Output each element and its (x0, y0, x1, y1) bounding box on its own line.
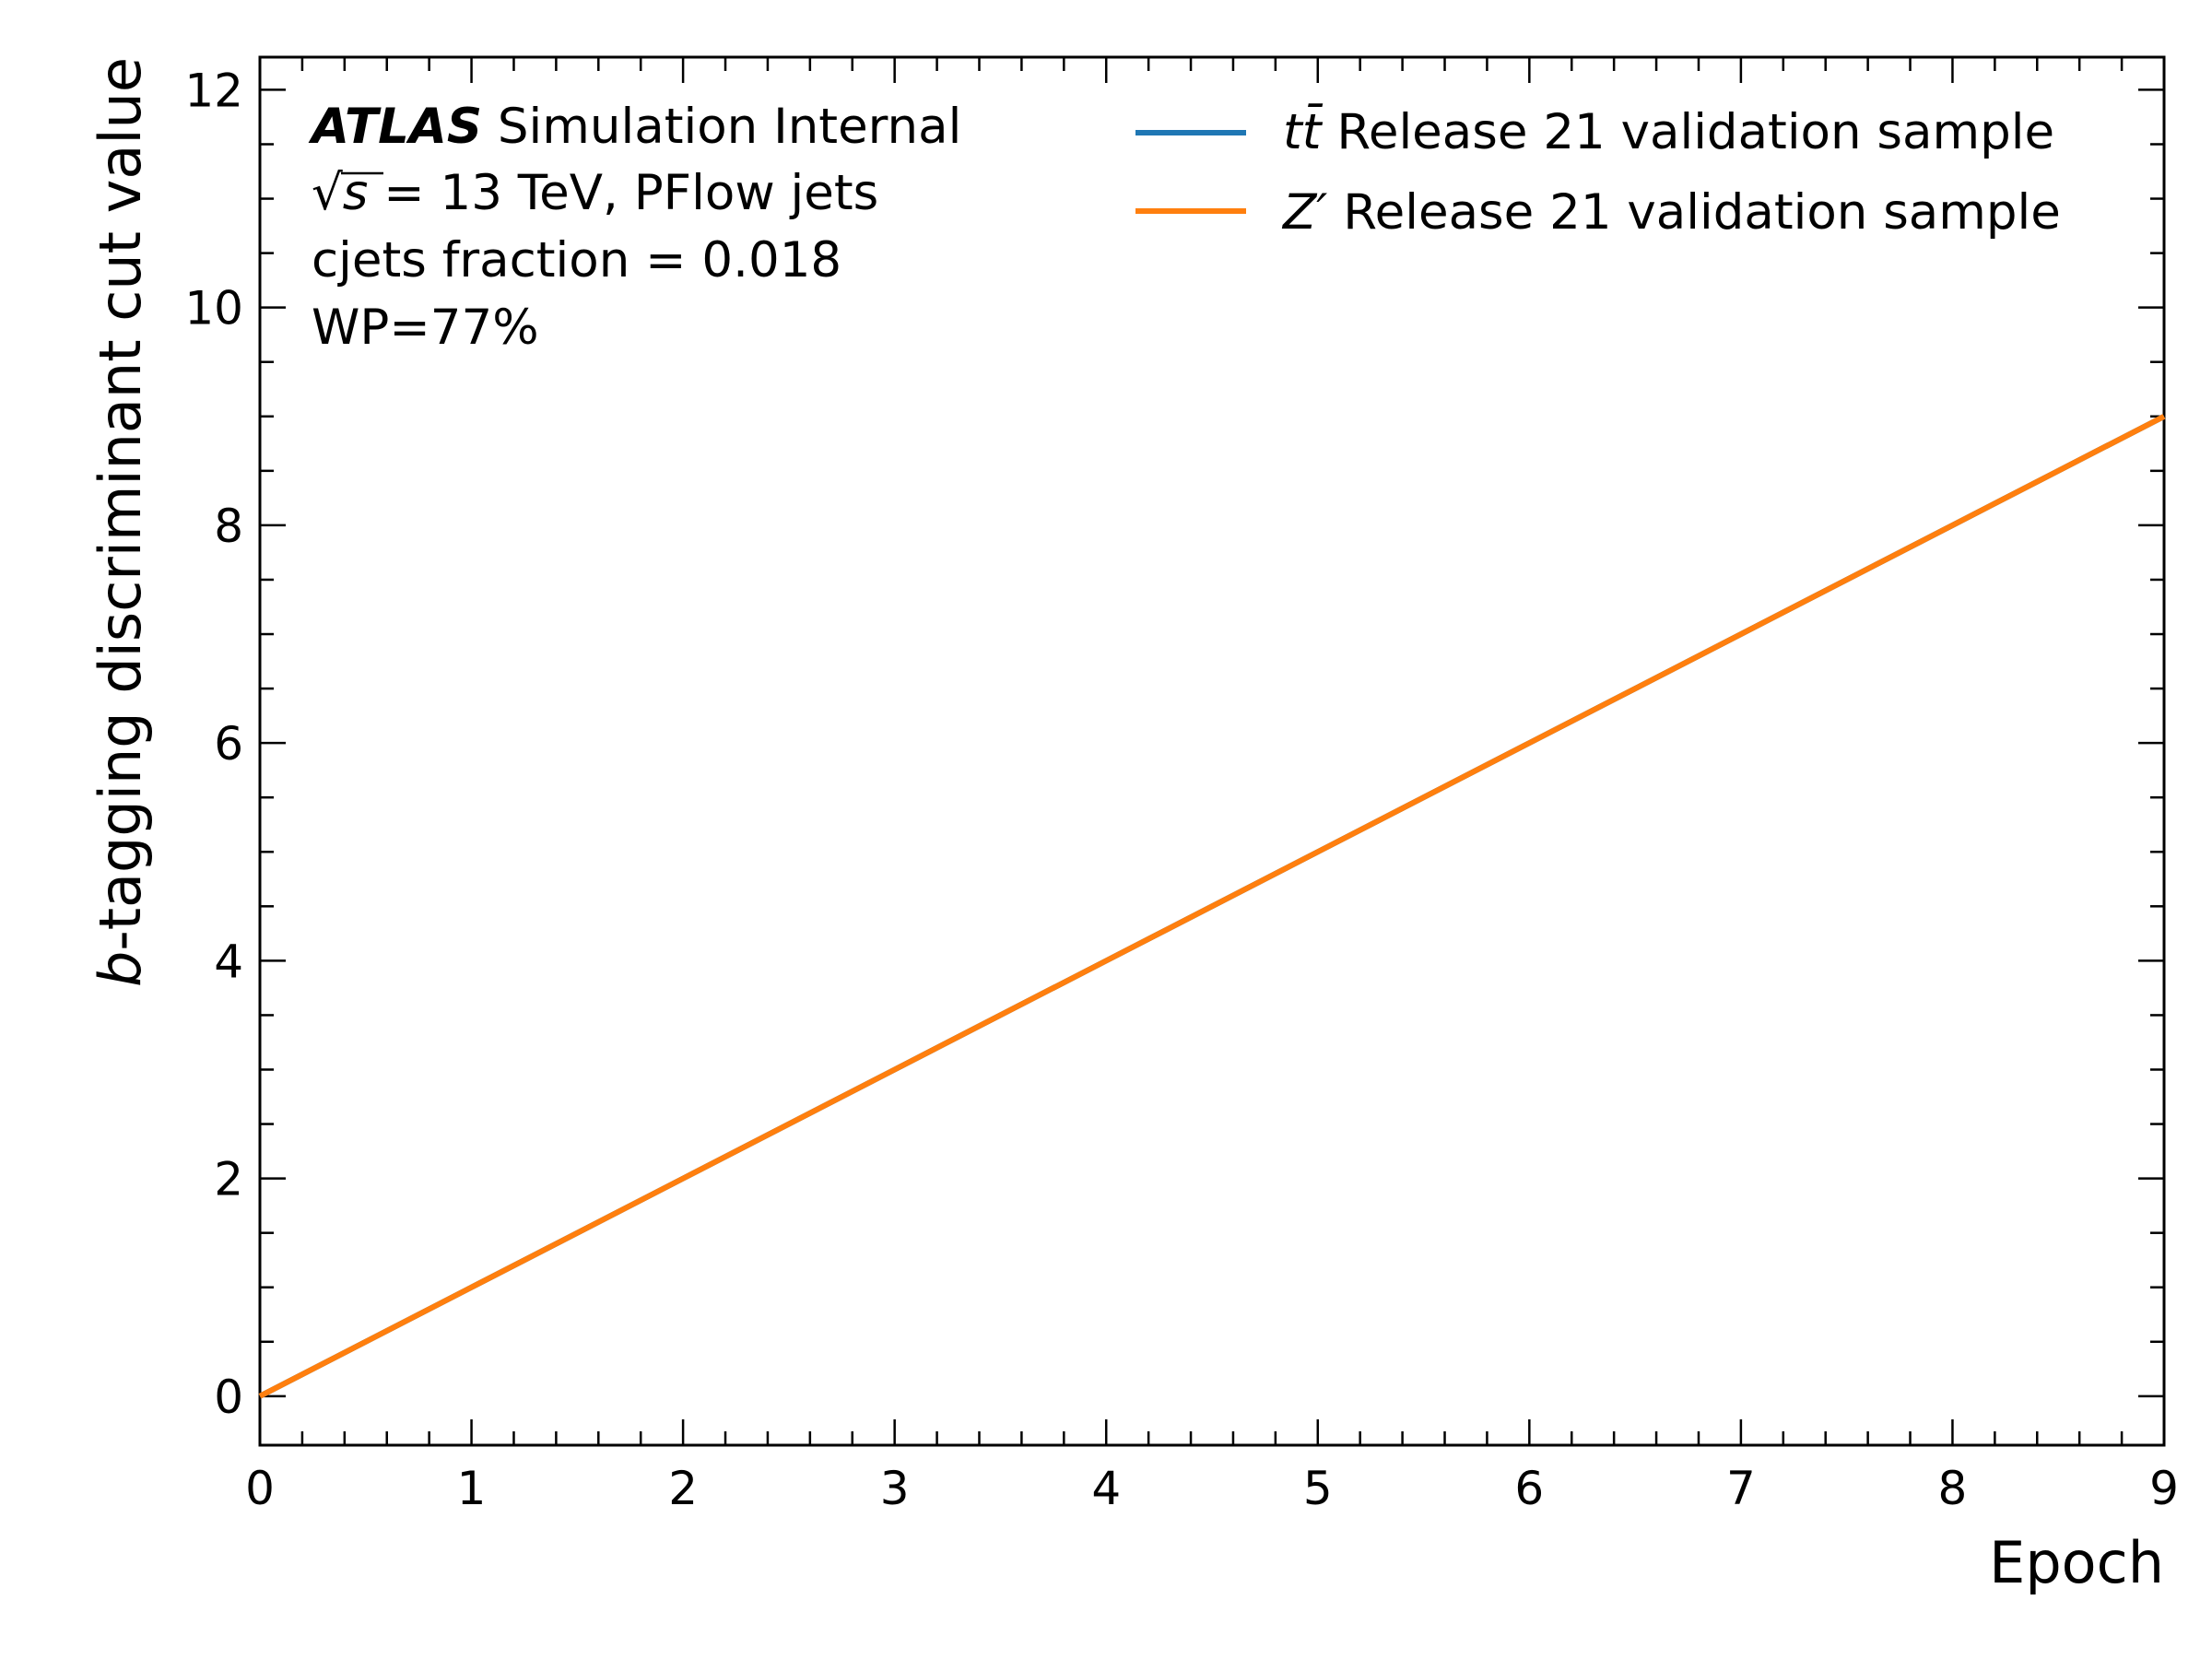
x-tick-label: 6 (1514, 1462, 1544, 1515)
ticks (258, 57, 2166, 1445)
x-tick-label: 9 (2149, 1462, 2179, 1515)
x-tick-label: 0 (245, 1462, 275, 1515)
legend-label-ttbar: tt̄ Release 21 validation sample (1283, 102, 2054, 160)
legend: tt̄ Release 21 validation sample Z′ Rele… (1135, 102, 2061, 241)
atlas-label: ATLAS Simulation Internal (308, 99, 961, 155)
energy-label: √s = 13 TeV, PFlow jets (312, 165, 878, 221)
fraction-label: cjets fraction = 0.018 (312, 232, 841, 288)
y-tick-label: 0 (214, 1371, 243, 1424)
x-tick-label: 2 (668, 1462, 698, 1515)
y-tick-label: 2 (214, 1153, 243, 1206)
x-tick-label: 4 (1091, 1462, 1121, 1515)
x-tick-label: 1 (457, 1462, 487, 1515)
y-tick-label: 4 (214, 935, 243, 988)
x-tick-label: 5 (1303, 1462, 1333, 1515)
series-lines (258, 414, 2166, 1399)
y-tick-label: 8 (214, 500, 243, 553)
y-axis-label: b-tagging discriminant cut value (87, 57, 154, 987)
x-axis-label: Epoch (1989, 1529, 2164, 1596)
wp-label: WP=77% (312, 300, 539, 356)
plot-frame (258, 55, 2166, 1447)
y-tick-label: 10 (184, 282, 243, 335)
annotation-block: ATLAS Simulation Internal √s = 13 TeV, P… (308, 99, 961, 356)
x-tick-label: 3 (880, 1462, 910, 1515)
y-tick-label: 6 (214, 717, 243, 771)
y-tick-label: 12 (184, 64, 243, 117)
x-tick-label: 8 (1938, 1462, 1968, 1515)
x-tick-label: 7 (1726, 1462, 1756, 1515)
series-line-1 (258, 414, 2166, 1399)
legend-label-zprime: Z′ Release 21 validation sample (1281, 184, 2061, 241)
